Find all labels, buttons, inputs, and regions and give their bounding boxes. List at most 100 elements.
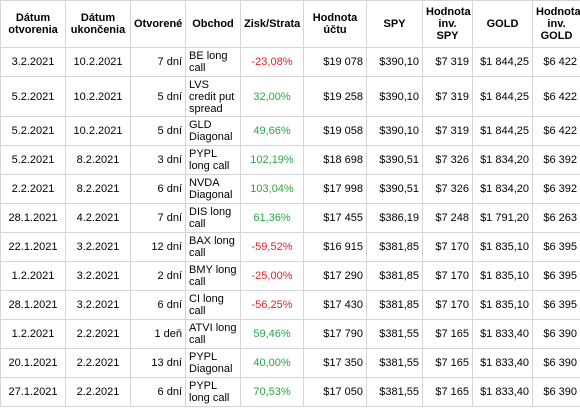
table-cell: 3.2.2021 (65, 261, 131, 291)
table-cell: $19 258 (303, 76, 367, 117)
table-cell: $1 833,40 (472, 348, 533, 378)
table-cell: $1 833,40 (472, 319, 533, 349)
table-cell: -23,08% (240, 47, 304, 77)
table-cell: 12 dní (130, 232, 186, 262)
table-cell: $19 058 (303, 116, 367, 146)
table-cell: $6 395 (532, 290, 580, 320)
table-cell: $390,51 (366, 145, 423, 175)
table-cell: 6 dní (130, 377, 186, 407)
table-cell: CI long call (185, 290, 241, 320)
table-cell: $18 698 (303, 145, 367, 175)
table-cell: $6 392 (532, 174, 580, 204)
table-row: 28.1.2021 4.2.2021 7 dní DIS long call 61,36… (0, 203, 580, 233)
table-cell: 1.2.2021 (0, 319, 66, 349)
table-cell: 8.2.2021 (65, 145, 131, 175)
table-row: 5.2.2021 10.2.2021 5 dní LVS credit put spr… (0, 76, 580, 117)
table-cell: $1 844,25 (472, 47, 533, 77)
table-cell: $381,85 (366, 232, 423, 262)
table-row: 5.2.2021 8.2.2021 3 dní PYPL long call 102,1… (0, 145, 580, 175)
table-row: 20.1.2021 2.2.2021 13 dní PYPL Diagonal 40,0… (0, 348, 580, 378)
table-cell: -25,00% (240, 261, 304, 291)
table-cell: 2.2.2021 (65, 348, 131, 378)
table-cell: 5.2.2021 (0, 145, 66, 175)
table-cell: $1 835,10 (472, 232, 533, 262)
table-cell: $7 319 (422, 76, 473, 117)
table-cell: $17 350 (303, 348, 367, 378)
table-cell: $6 392 (532, 145, 580, 175)
table-cell: $6 390 (532, 348, 580, 378)
column-header: Dátum otvorenia (0, 0, 66, 48)
table-cell: $381,55 (366, 348, 423, 378)
table-cell: 3 dní (130, 145, 186, 175)
table-cell: 28.1.2021 (0, 203, 66, 233)
table-cell: 20.1.2021 (0, 348, 66, 378)
table-cell: $7 170 (422, 290, 473, 320)
table-cell: $7 248 (422, 203, 473, 233)
table-cell: $7 165 (422, 319, 473, 349)
table-cell: 10.2.2021 (65, 116, 131, 146)
table-cell: 5.2.2021 (0, 116, 66, 146)
table-cell: $390,10 (366, 47, 423, 77)
column-header: Otvorené (130, 0, 186, 48)
table-cell: 27.1.2021 (0, 377, 66, 407)
table-cell: 2 dní (130, 261, 186, 291)
table-cell: 1 deň (130, 319, 186, 349)
table-cell: $6 390 (532, 377, 580, 407)
table-cell: $17 430 (303, 290, 367, 320)
table-cell: $390,10 (366, 116, 423, 146)
table-cell: $7 319 (422, 47, 473, 77)
column-header: SPY (366, 0, 423, 48)
table-cell: $1 791,20 (472, 203, 533, 233)
table-cell: 70,53% (240, 377, 304, 407)
table-row: 27.1.2021 2.2.2021 6 dní PYPL long call 70,5… (0, 377, 580, 407)
table-cell: 10.2.2021 (65, 76, 131, 117)
table-cell: 13 dní (130, 348, 186, 378)
table-cell: $17 790 (303, 319, 367, 349)
table-cell: $17 050 (303, 377, 367, 407)
table-cell: 1.2.2021 (0, 261, 66, 291)
table-cell: 5 dní (130, 116, 186, 146)
table-cell: $16 915 (303, 232, 367, 262)
table-cell: 59,46% (240, 319, 304, 349)
table-cell: 32,00% (240, 76, 304, 117)
table-cell: $381,55 (366, 319, 423, 349)
table-cell: LVS credit put spread (185, 76, 241, 117)
table-cell: $381,85 (366, 290, 423, 320)
table-cell: 6 dní (130, 174, 186, 204)
table-cell: $1 844,25 (472, 76, 533, 117)
table-cell: $381,85 (366, 261, 423, 291)
table-cell: 2.2.2021 (65, 319, 131, 349)
table-cell: 6 dní (130, 290, 186, 320)
table-cell: $6 422 (532, 76, 580, 117)
table-cell: $7 170 (422, 232, 473, 262)
table-cell: 3.2.2021 (65, 290, 131, 320)
column-header: Obchod (185, 0, 241, 48)
table-body: 3.2.2021 10.2.2021 7 dní BE long call -23,08… (0, 47, 580, 407)
table-cell: 40,00% (240, 348, 304, 378)
table-row: 5.2.2021 10.2.2021 5 dní GLD Diagonal 49,66%… (0, 116, 580, 146)
table-cell: $6 422 (532, 47, 580, 77)
table-header: Dátum otvorenia Dátum ukončenia Otvorené Ob… (0, 0, 580, 48)
table-cell: 103,04% (240, 174, 304, 204)
table-cell: $1 834,20 (472, 174, 533, 204)
table-cell: 10.2.2021 (65, 47, 131, 77)
column-header: Hodnota účtu (303, 0, 367, 48)
table-cell: $6 263 (532, 203, 580, 233)
table-cell: $6 395 (532, 261, 580, 291)
table-cell: 2.2.2021 (0, 174, 66, 204)
table-cell: $1 835,10 (472, 290, 533, 320)
table-cell: BAX long call (185, 232, 241, 262)
table-cell: $6 395 (532, 232, 580, 262)
table-cell: 28.1.2021 (0, 290, 66, 320)
table-cell: $19 078 (303, 47, 367, 77)
table-cell: 2.2.2021 (65, 377, 131, 407)
table-cell: $390,51 (366, 174, 423, 204)
column-header: Dátum ukončenia (65, 0, 131, 48)
table-cell: ATVI long call (185, 319, 241, 349)
column-header: Hodnota inv. GOLD (532, 0, 580, 48)
table-cell: $1 834,20 (472, 145, 533, 175)
table-cell: BE long call (185, 47, 241, 77)
table-cell: $7 165 (422, 348, 473, 378)
table-row: 2.2.2021 8.2.2021 6 dní NVDA Diagonal 103,04… (0, 174, 580, 204)
